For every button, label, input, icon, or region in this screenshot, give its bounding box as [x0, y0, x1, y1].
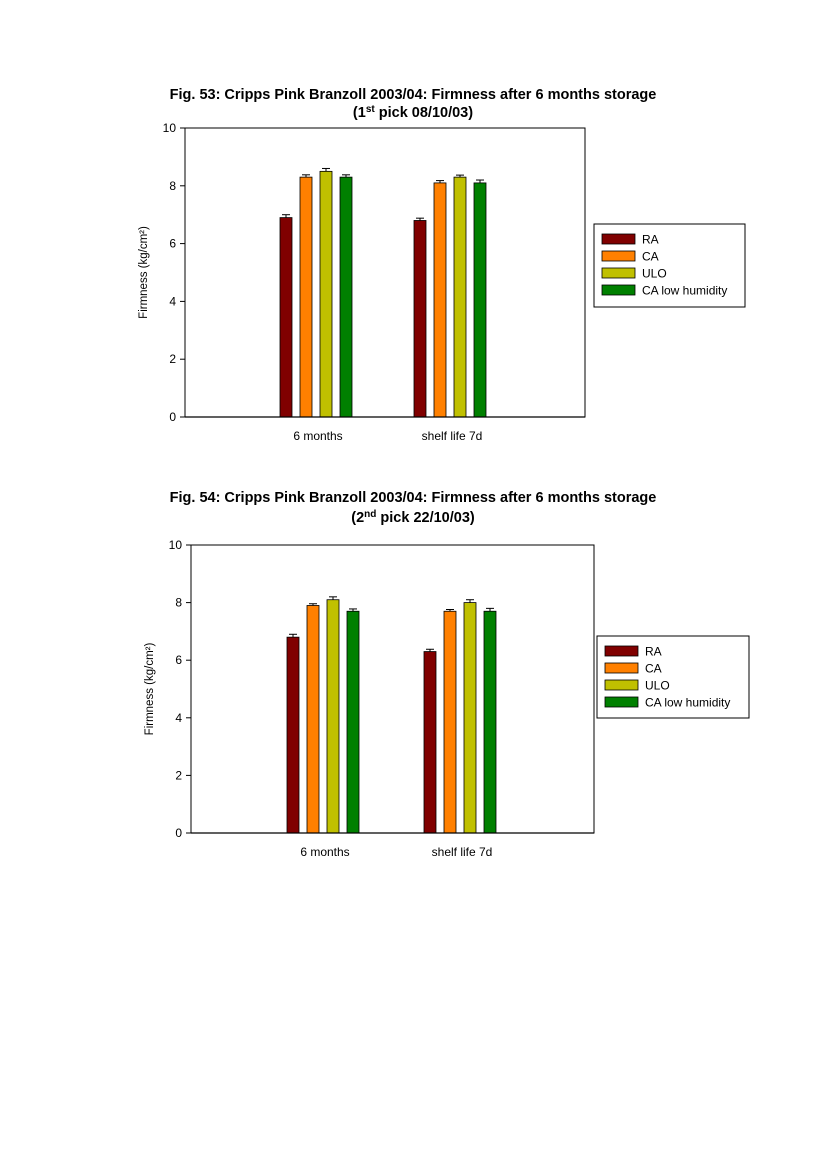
y-tick-label: 8 — [169, 179, 176, 193]
bar-ca — [299, 176, 313, 418]
y-tick-label: 10 — [169, 538, 183, 552]
bar-ulo — [319, 170, 333, 418]
y-tick-label: 10 — [163, 121, 177, 135]
title-ordinal-suffix: nd — [364, 509, 377, 520]
legend-swatch — [604, 662, 639, 674]
legend-swatch — [604, 645, 639, 657]
bar-ca-low-humidity — [339, 176, 353, 418]
figure-title-line1: Fig. 54: Cripps Pink Branzoll 2003/04: F… — [169, 490, 657, 506]
bar-ra — [286, 636, 300, 834]
y-tick-label: 6 — [175, 653, 182, 667]
title-ordinal-suffix: st — [365, 104, 375, 115]
bar-ulo — [326, 599, 340, 834]
bar-ca — [306, 605, 320, 834]
legend-swatch — [604, 679, 639, 691]
bar-ulo — [463, 602, 477, 834]
legend-swatch — [601, 284, 636, 296]
title-pick-date: pick 08/10/03) — [374, 105, 474, 121]
plot-frame — [184, 127, 586, 418]
bar-ca-low-humidity — [483, 610, 497, 834]
legend-swatch — [601, 233, 636, 245]
chart-1: 0 2 4 6 8 10 Firmness (kg/cm²) 6 months shelf li… — [138, 121, 746, 443]
y-tick-label: 8 — [175, 596, 182, 610]
x-tick-label: shelf life 7d — [422, 429, 483, 443]
legend: RA CA ULO CA low humidity — [596, 635, 750, 719]
legend-label: CA — [642, 250, 659, 264]
bar-ca — [433, 182, 447, 418]
legend-swatch — [601, 250, 636, 262]
bar-ca — [443, 610, 457, 834]
x-tick-label: shelf life 7d — [432, 845, 493, 859]
legend-swatch — [604, 696, 639, 708]
x-tick-label: 6 months — [300, 845, 349, 859]
y-tick-label: 2 — [175, 768, 182, 782]
title-pick-number: (2 — [351, 510, 365, 526]
y-tick-label: 4 — [175, 711, 182, 725]
y-tick-label: 4 — [169, 294, 176, 308]
figure-title: Fig. 54: Cripps Pink Branzoll 2003/04: F… — [0, 489, 826, 527]
figure-title-line1: Fig. 53: Cripps Pink Branzoll 2003/04: F… — [169, 87, 657, 103]
y-axis-label: Firmness (kg/cm²) — [144, 643, 156, 736]
legend-label: ULO — [645, 679, 670, 693]
bar-ra — [423, 651, 437, 834]
legend-label: CA — [645, 662, 662, 676]
bar-ulo — [453, 176, 467, 418]
legend: RA CA ULO CA low humidity — [593, 223, 746, 308]
y-axis-label: Firmness (kg/cm²) — [138, 226, 150, 319]
title-pick-number: (1 — [352, 105, 366, 121]
figure-title: Fig. 53: Cripps Pink Branzoll 2003/04: F… — [0, 86, 826, 122]
figure-title-line2: (2nd pick 22/10/03) — [0, 509, 826, 527]
legend-label: ULO — [642, 267, 667, 281]
y-tick-label: 2 — [169, 352, 176, 366]
legend-swatch — [601, 267, 636, 279]
title-pick-date: pick 22/10/03) — [376, 510, 475, 526]
figure-title-line2: (1st pick 08/10/03) — [0, 104, 826, 122]
bar-ra — [279, 217, 293, 418]
bar-ca-low-humidity — [346, 610, 360, 834]
y-tick-label: 0 — [169, 410, 176, 424]
legend-label: CA low humidity — [645, 696, 730, 710]
legend-label: RA — [645, 645, 662, 659]
plot-frame — [190, 544, 595, 834]
bar-ra — [413, 220, 427, 418]
y-tick-label: 0 — [175, 826, 182, 840]
y-tick-label: 6 — [169, 237, 176, 251]
x-tick-label: 6 months — [293, 429, 342, 443]
bar-ca-low-humidity — [473, 182, 487, 418]
chart-2: 0 2 4 6 8 10 Firmness (kg/cm²) 6 months shelf li… — [144, 538, 750, 859]
legend-label: RA — [642, 233, 659, 247]
legend-label: CA low humidity — [642, 284, 727, 298]
